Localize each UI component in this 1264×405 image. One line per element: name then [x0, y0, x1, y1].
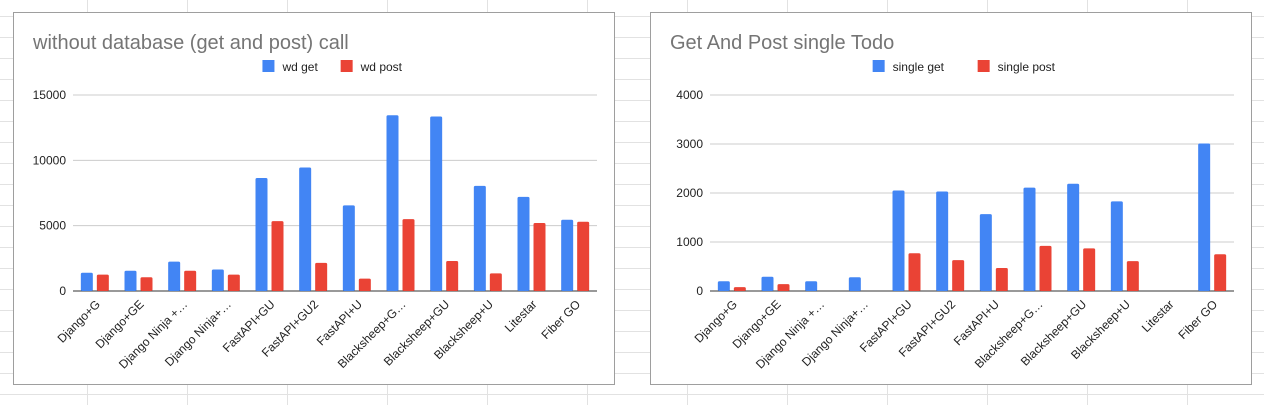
bar-wd-get-fiber-go[interactable] — [561, 219, 574, 291]
chart-title: Get And Post single Todo — [670, 32, 894, 54]
bar-single-post-fiber-go[interactable] — [1214, 254, 1227, 291]
bar-single-get-django-ninja[interactable] — [805, 281, 818, 291]
legend-label-wd-post: wd post — [360, 60, 403, 74]
bar-wd-get-fastapi-u[interactable] — [342, 205, 355, 291]
chart-without-database: without database (get and post) call wd g… — [32, 32, 597, 372]
y-tick-label: 0 — [696, 284, 703, 298]
bar-wd-get-django-g[interactable] — [80, 272, 93, 291]
bar-wd-post-blacksheep-u[interactable] — [489, 273, 502, 291]
x-tick-label: Fiber GO — [1175, 297, 1220, 342]
bar-single-post-fastapi-gu[interactable] — [908, 253, 921, 291]
bar-single-get-fastapi-u[interactable] — [979, 214, 992, 291]
x-tick-label: Litestar — [1139, 297, 1177, 335]
y-tick-label: 2000 — [676, 186, 703, 200]
bar-wd-post-litestar[interactable] — [533, 223, 546, 291]
bar-single-post-blacksheep-u[interactable] — [1126, 261, 1139, 291]
legend-label-single-post: single post — [998, 60, 1056, 74]
bar-wd-get-django-ninja[interactable] — [211, 269, 224, 291]
bar-wd-get-fastapi-gu2[interactable] — [299, 167, 312, 291]
bar-wd-post-blacksheep-gu[interactable] — [446, 260, 459, 291]
bar-wd-get-blacksheep-gu[interactable] — [430, 116, 443, 291]
legend-swatch-single-post — [977, 60, 990, 72]
bar-wd-get-litestar[interactable] — [517, 196, 530, 291]
bar-wd-get-blacksheep-g[interactable] — [386, 115, 399, 292]
bar-single-post-django-ge[interactable] — [777, 284, 790, 291]
legend-swatch-wd-post — [340, 60, 353, 72]
bar-wd-post-fiber-go[interactable] — [577, 221, 590, 291]
bar-wd-post-django-ge[interactable] — [140, 277, 153, 291]
chart-card-single-todo: Get And Post single Todo single get single… — [650, 12, 1252, 385]
bar-single-get-django-ninja[interactable] — [848, 277, 861, 291]
bar-wd-post-fastapi-gu[interactable] — [271, 221, 284, 291]
bar-single-post-django-g[interactable] — [733, 287, 746, 291]
legend-label-single-get: single get — [893, 60, 945, 74]
chart-single-todo: Get And Post single Todo single get single… — [670, 32, 1234, 372]
y-tick-label: 15000 — [33, 88, 67, 102]
x-tick-label: Fiber GO — [538, 297, 583, 342]
bar-single-post-fastapi-u[interactable] — [995, 267, 1008, 291]
y-tick-label: 5000 — [39, 219, 66, 233]
bar-single-post-fastapi-gu2[interactable] — [952, 260, 965, 291]
bar-wd-get-django-ninja[interactable] — [168, 261, 181, 291]
y-tick-label: 10000 — [33, 153, 67, 167]
legend-label-wd-get: wd get — [281, 60, 318, 74]
bar-single-get-blacksheep-g[interactable] — [1023, 187, 1036, 291]
legend-swatch-wd-get — [262, 60, 275, 72]
bar-single-get-fastapi-gu2[interactable] — [936, 191, 949, 291]
bar-wd-post-django-g[interactable] — [96, 274, 109, 291]
bar-single-get-blacksheep-u[interactable] — [1110, 201, 1123, 291]
bar-single-get-blacksheep-gu[interactable] — [1067, 183, 1080, 291]
bar-wd-post-django-ninja[interactable] — [227, 274, 240, 291]
bar-wd-get-fastapi-gu[interactable] — [255, 177, 268, 291]
bar-wd-post-blacksheep-g[interactable] — [402, 219, 415, 291]
bar-single-get-fiber-go[interactable] — [1198, 143, 1211, 291]
bar-single-get-fastapi-gu[interactable] — [892, 190, 905, 291]
y-tick-label: 0 — [59, 284, 66, 298]
y-tick-label: 4000 — [676, 88, 703, 102]
bar-single-post-blacksheep-g[interactable] — [1039, 245, 1052, 291]
bar-wd-post-fastapi-u[interactable] — [358, 278, 371, 291]
y-tick-label: 3000 — [676, 137, 703, 151]
y-tick-label: 1000 — [676, 235, 703, 249]
bar-single-get-django-g[interactable] — [717, 281, 730, 291]
legend-swatch-single-get — [872, 60, 885, 72]
bar-wd-post-fastapi-gu2[interactable] — [315, 262, 328, 291]
bar-wd-post-django-ninja[interactable] — [184, 270, 197, 291]
bar-single-post-blacksheep-gu[interactable] — [1083, 248, 1096, 291]
bar-wd-get-django-ge[interactable] — [124, 270, 137, 291]
x-tick-label: Litestar — [502, 297, 540, 335]
chart-title: without database (get and post) call — [32, 32, 349, 54]
bar-wd-get-blacksheep-u[interactable] — [473, 185, 486, 291]
chart-card-without-database: without database (get and post) call wd g… — [13, 12, 615, 385]
bar-single-get-django-ge[interactable] — [761, 276, 774, 291]
